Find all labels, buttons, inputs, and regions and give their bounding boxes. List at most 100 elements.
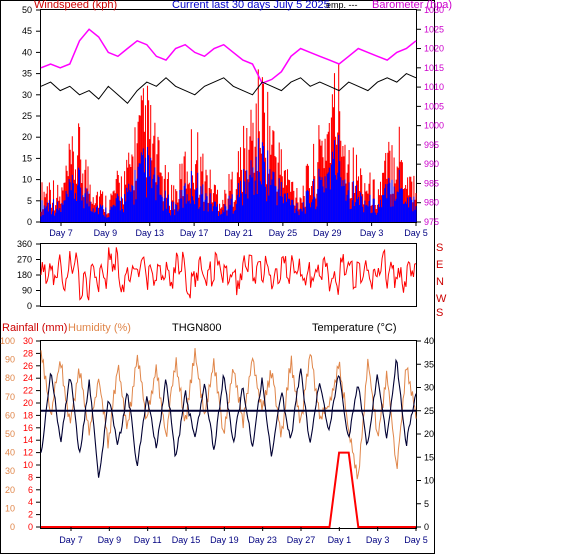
wind-axis-tick-label: 30	[22, 90, 32, 100]
temperature-axis-title: Temperature (°C)	[312, 322, 396, 334]
humidity-axis-tick-label: 50	[5, 429, 15, 439]
date-axis-tick-label: Day 17	[180, 228, 209, 238]
humidity-axis-tick-label: 30	[5, 466, 15, 476]
temperature-axis-tick-label: 40	[424, 336, 434, 346]
barometer-series	[40, 28, 417, 85]
temperature-series-top	[40, 73, 417, 105]
date-axis-tick-label: Day 3	[366, 535, 390, 545]
barometer-axis-tick-label: 985	[424, 178, 439, 188]
wind-axis-tick-label: 45	[22, 26, 32, 36]
rain-axis-tick-label: 8	[28, 472, 33, 482]
barometer-axis-tick-label: 990	[424, 159, 439, 169]
direction-axis-tick-label: 0	[27, 301, 32, 311]
date-axis-tick-label: Day 9	[94, 228, 118, 238]
direction-axis-tick-label: 180	[17, 270, 32, 280]
period-title: Current last 30 days July 5 2025	[172, 0, 330, 11]
humidity-axis-tick-label: 10	[5, 503, 15, 513]
wind-axis-tick-label: 40	[22, 47, 32, 57]
humidity-axis-tick-label: 60	[5, 410, 15, 420]
rain-axis-tick-label: 10	[23, 460, 33, 470]
rain-axis-tick-label: 2	[28, 510, 33, 520]
temperature-axis-tick-label: 30	[424, 383, 434, 393]
wind-axis-tick-label: 20	[22, 132, 32, 142]
barometer-axis-tick-label: 1010	[424, 82, 444, 92]
rainfall-series	[41, 451, 416, 528]
rainfall-axis-title: Rainfall (mm)	[2, 322, 67, 334]
direction-label-e: E	[436, 259, 443, 271]
wind-direction-series	[40, 247, 417, 301]
wind-axis-tick-label: 0	[27, 217, 32, 227]
rain-axis-tick-label: 18	[23, 410, 33, 420]
barometer-axis-tick-label: 980	[424, 198, 439, 208]
date-axis-tick-label: Day 5	[404, 535, 428, 545]
rain-axis-tick-label: 0	[28, 522, 33, 532]
outer-frame	[0, 0, 435, 554]
barometer-axis-tick-label: 995	[424, 140, 439, 150]
wind-axis-tick-label: 15	[22, 153, 32, 163]
humidity-axis-tick-label: 0	[10, 522, 15, 532]
humidity-axis-tick-label: 90	[5, 355, 15, 365]
date-axis-tick-label: Day 11	[134, 535, 162, 545]
direction-label-n: N	[436, 276, 444, 288]
barometer-axis-tick-label: 1025	[424, 24, 444, 34]
barometer-axis-tick-label: 975	[424, 217, 439, 227]
gust-series	[40, 134, 417, 222]
direction-axis-tick-label: 90	[22, 286, 32, 296]
temperature-axis-tick-label: 5	[424, 499, 429, 509]
rain-axis-tick-label: 6	[28, 485, 33, 495]
rain-axis-tick-label: 4	[28, 497, 33, 507]
humidity-axis-tick-label: 100	[0, 336, 15, 346]
date-axis-tick-label: Day 23	[248, 535, 277, 545]
temp-plot-frame	[40, 340, 417, 529]
temperature-axis-tick-label: 15	[424, 452, 434, 462]
wind-axis-tick-label: 35	[22, 69, 32, 79]
date-axis-tick-label: Day 3	[360, 228, 384, 238]
temp-fragment-label: emp. ---	[326, 0, 358, 10]
date-axis-tick-label: Day 1	[328, 535, 352, 545]
direction-label-s-top: S	[436, 242, 443, 254]
date-axis-tick-label: Day 21	[224, 228, 253, 238]
direction-axis-tick-label: 270	[17, 255, 32, 265]
wind-axis-tick-label: 10	[22, 175, 32, 185]
humidity-axis-tick-label: 70	[5, 392, 15, 402]
humidity-axis-tick-label: 40	[5, 448, 15, 458]
barometer-axis-tick-label: 1030	[424, 5, 444, 15]
sensor-label: THGN800	[172, 322, 222, 334]
humidity-axis-tick-label: 20	[5, 485, 15, 495]
date-axis-tick-label: Day 7	[49, 228, 73, 238]
rain-axis-tick-label: 24	[23, 373, 33, 383]
direction-label-w: W	[436, 293, 447, 305]
temperature-axis-tick-label: 35	[424, 359, 434, 369]
date-axis-tick-label: Day 19	[210, 535, 239, 545]
windspeed-axis-title: Windspeed (kph)	[34, 0, 117, 11]
rain-axis-tick-label: 14	[23, 435, 33, 445]
temperature-axis-tick-label: 25	[424, 406, 434, 416]
rain-axis-tick-label: 12	[23, 448, 33, 458]
barometer-axis-tick-label: 1000	[424, 121, 444, 131]
date-axis-tick-label: Day 9	[98, 535, 122, 545]
temperature-axis-tick-label: 10	[424, 476, 434, 486]
date-axis-tick-label: Day 25	[269, 228, 298, 238]
rain-axis-tick-label: 16	[23, 423, 33, 433]
rain-axis-tick-label: 22	[23, 386, 33, 396]
temperature-axis-tick-label: 20	[424, 429, 434, 439]
barometer-axis-tick-label: 1015	[424, 63, 444, 73]
date-axis-tick-label: Day 7	[59, 535, 83, 545]
rain-axis-tick-label: 30	[23, 336, 33, 346]
wind-axis-tick-label: 5	[27, 196, 32, 206]
direction-axis-tick-label: 360	[17, 239, 32, 249]
humidity-axis-title: Humidity (%)	[68, 322, 131, 334]
date-axis-tick-label: Day 27	[287, 535, 316, 545]
barometer-axis-title: Barometer (hpa)	[372, 0, 452, 11]
direction-label-s-bottom: S	[436, 307, 443, 319]
wind-axis-tick-label: 50	[22, 5, 32, 15]
rain-axis-tick-label: 26	[23, 361, 33, 371]
barometer-axis-tick-label: 1005	[424, 101, 444, 111]
date-axis-tick-label: Day 15	[172, 535, 201, 545]
rain-axis-tick-label: 28	[23, 348, 33, 358]
humidity-axis-tick-label: 80	[5, 373, 15, 383]
rain-axis-tick-label: 20	[23, 398, 33, 408]
barometer-axis-tick-label: 1020	[424, 44, 444, 54]
date-axis-tick-label: Day 5	[404, 228, 428, 238]
